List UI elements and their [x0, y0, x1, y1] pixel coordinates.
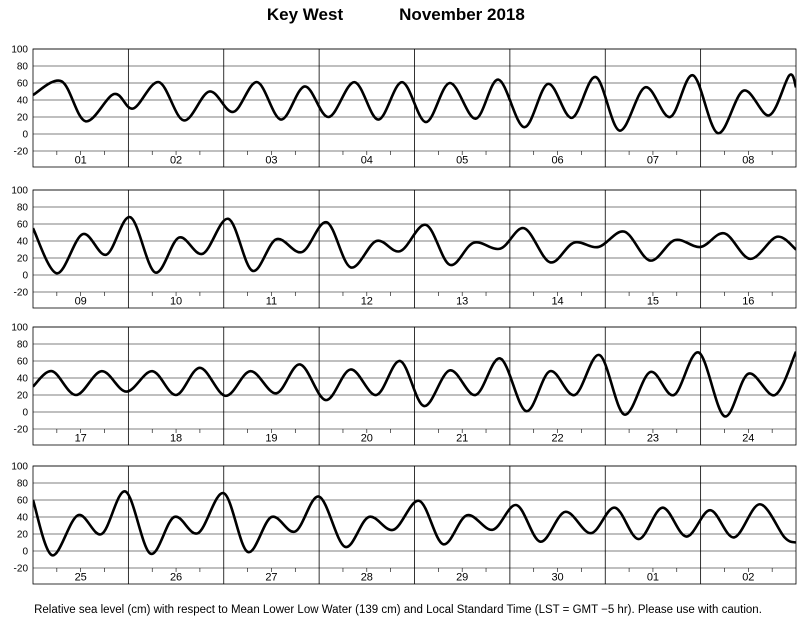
y-tick-label: 40: [17, 237, 29, 248]
y-tick-label: 0: [22, 130, 28, 141]
panel-3: -20 0 20 40 60 80 100 17 18 19 20 21 22 23 24: [11, 323, 797, 446]
day-label: 19: [265, 433, 277, 445]
day-label: 06: [551, 155, 563, 167]
y-tick-label: 0: [22, 547, 28, 558]
y-tick-label: 20: [17, 391, 29, 402]
day-label: 30: [551, 572, 563, 584]
day-label: 16: [742, 296, 754, 308]
day-label: 27: [265, 572, 277, 584]
y-tick-label: -20: [14, 288, 29, 299]
day-label: 07: [647, 155, 659, 167]
day-label: 20: [361, 433, 373, 445]
y-tick-label: 20: [17, 113, 29, 124]
panel-4: -20 0 20 40 60 80 100 25 26 27 28 29 30 01 02: [11, 462, 797, 585]
y-tick-label: 80: [17, 203, 29, 214]
y-tick-label: 60: [17, 79, 29, 90]
y-tick-label: 100: [11, 462, 28, 473]
y-tick-label: 80: [17, 62, 29, 73]
day-label: 14: [551, 296, 563, 308]
day-label: 18: [170, 433, 182, 445]
day-label: 13: [456, 296, 468, 308]
day-label: 11: [266, 296, 277, 308]
panel-frame: [32, 48, 797, 168]
y-tick-label: -20: [14, 564, 29, 575]
day-label: 12: [361, 296, 373, 308]
day-label: 26: [170, 572, 182, 584]
tide-curve: [33, 351, 796, 418]
day-label: 04: [361, 155, 373, 167]
y-tick-label: 100: [11, 186, 28, 197]
day-label: 21: [456, 433, 468, 445]
y-tick-label: 60: [17, 220, 29, 231]
day-label: 01: [75, 155, 87, 167]
y-tick-label: 60: [17, 357, 29, 368]
day-label: 24: [742, 433, 754, 445]
panel-1: -20 0 20 40 60 80 100 01 02 03 04 05 06 07 08: [11, 45, 797, 168]
y-tick-label: 20: [17, 530, 29, 541]
tide-curve: [33, 490, 796, 557]
day-label: 03: [265, 155, 277, 167]
day-label: 01: [647, 572, 659, 584]
chart-title-period: November 2018: [399, 5, 525, 24]
day-label: 15: [647, 296, 659, 308]
y-tick-label: 20: [17, 254, 29, 265]
chart-title-location: Key West: [267, 5, 344, 24]
y-tick-label: 80: [17, 479, 29, 490]
day-label: 17: [75, 433, 87, 445]
day-label: 08: [742, 155, 754, 167]
day-label: 28: [361, 572, 373, 584]
tide-curve: [33, 73, 796, 135]
tide-curve: [33, 215, 796, 275]
day-label: 05: [456, 155, 468, 167]
y-tick-label: 60: [17, 496, 29, 507]
day-label: 29: [456, 572, 468, 584]
day-label: 23: [647, 433, 659, 445]
day-label: 22: [551, 433, 563, 445]
y-tick-label: 40: [17, 96, 29, 107]
chart-caption: Relative sea level (cm) with respect to …: [34, 604, 762, 616]
y-tick-label: -20: [14, 147, 29, 158]
y-tick-label: 100: [11, 323, 28, 334]
y-tick-label: -20: [14, 425, 29, 436]
panel-2: -20 0 20 40 60 80 100 09 10 11 12 13 14 15 16: [11, 186, 797, 309]
day-label: 02: [170, 155, 182, 167]
day-label: 09: [75, 296, 87, 308]
day-label: 25: [75, 572, 87, 584]
day-label: 10: [170, 296, 182, 308]
panel-frame: [32, 465, 797, 585]
y-tick-label: 40: [17, 374, 29, 385]
y-tick-label: 80: [17, 340, 29, 351]
y-tick-label: 100: [11, 45, 28, 56]
day-label: 02: [742, 572, 754, 584]
y-tick-label: 0: [22, 271, 28, 282]
y-tick-label: 40: [17, 513, 29, 524]
y-tick-label: 0: [22, 408, 28, 419]
